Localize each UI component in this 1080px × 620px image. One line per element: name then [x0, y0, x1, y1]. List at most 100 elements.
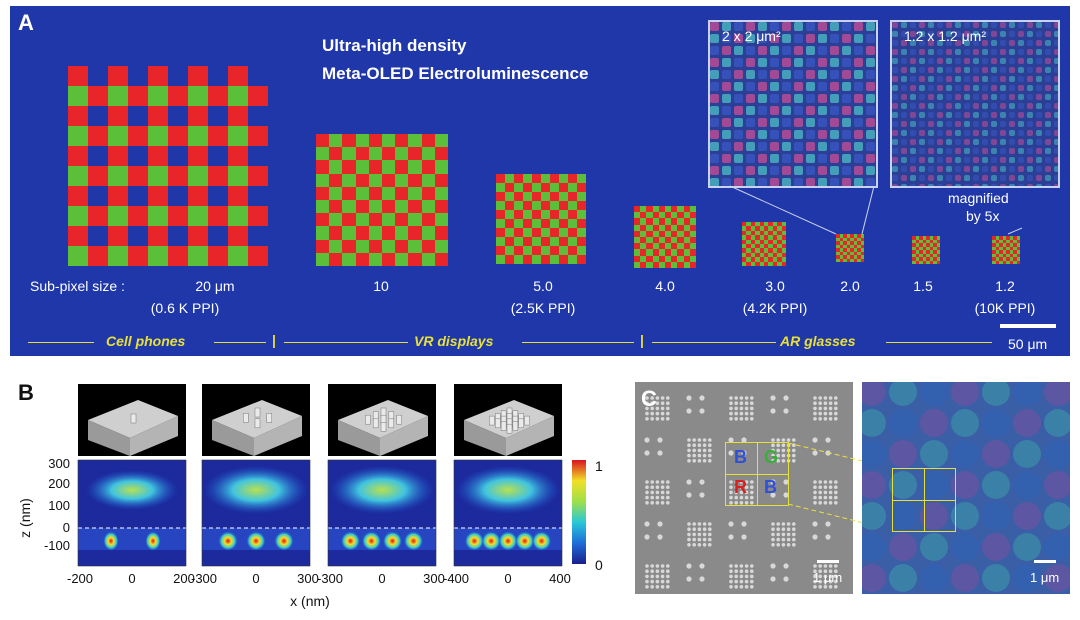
y-tick: 100 — [48, 498, 70, 513]
subpixel-letter-b: B — [764, 477, 777, 497]
ppi-label: (4.2K PPI) — [742, 300, 808, 316]
app-line — [28, 342, 94, 343]
inset-2um: 2 x 2 μm² — [708, 20, 878, 188]
sem-cell — [813, 564, 838, 589]
pixel-box-el — [892, 468, 956, 532]
app-cell-phones: Cell phones — [106, 333, 186, 349]
panel-a-title-line1: Ultra-high density — [322, 36, 467, 55]
y-tick: -100 — [44, 538, 70, 553]
checkerboard-0 — [68, 66, 268, 266]
panel-a-label: A — [18, 10, 34, 35]
sem-cell — [644, 521, 663, 540]
x-axis-label: x (nm) — [290, 593, 330, 609]
y-axis-label: z (nm) — [17, 498, 33, 538]
checkerboard-4 — [742, 222, 786, 266]
size-label: 10 — [373, 278, 389, 294]
sem-image — [644, 395, 838, 589]
inset-1-2um-label: 1.2 x 1.2 μm² — [904, 28, 986, 44]
structure-tile-3 — [454, 384, 562, 456]
app-line — [522, 342, 634, 343]
x-tick: 0 — [128, 571, 135, 586]
pixel-box: B G R B — [725, 442, 789, 506]
app-line — [652, 342, 776, 343]
field-map-2 — [327, 459, 437, 567]
checkerboard-7 — [992, 236, 1020, 264]
scale-bar-c-right — [1034, 560, 1056, 563]
app-ar-glasses: AR glasses — [780, 333, 856, 349]
size-label: 1.5 — [913, 278, 933, 294]
magnified-note-line1: magnified — [948, 190, 1009, 206]
app-line — [214, 342, 266, 343]
x-tick: 300 — [423, 571, 445, 586]
field-map-1 — [201, 459, 311, 567]
magnified-note-line2: by 5x — [966, 208, 1000, 224]
panel-b-label: B — [18, 380, 34, 405]
sem-cell — [729, 480, 754, 505]
x-tick: 400 — [549, 571, 571, 586]
subpixel-letter-r: R — [734, 477, 747, 497]
structure-tile-2 — [328, 384, 436, 456]
app-line — [284, 342, 408, 343]
scale-bar — [1000, 324, 1056, 328]
sem-cell — [728, 521, 747, 540]
inset-1-2um: 1.2 x 1.2 μm² — [890, 20, 1060, 188]
app-separator: | — [640, 332, 644, 348]
y-tick: 0 — [63, 520, 70, 535]
colorbar-max: 1 — [595, 458, 603, 474]
y-tick: 200 — [48, 476, 70, 491]
panel-c-label: C — [641, 386, 657, 411]
sem-cell — [686, 479, 705, 498]
scale-label-c-left: 1 μm — [813, 570, 843, 585]
checkerboard-1 — [316, 134, 448, 266]
x-tick: -300 — [191, 571, 217, 586]
app-vr-displays: VR displays — [414, 333, 494, 349]
panel-c-el-image: 1 μm — [862, 382, 1070, 594]
checkerboard-5 — [836, 234, 864, 262]
sem-cell — [770, 395, 789, 414]
checkerboard-3 — [634, 206, 696, 268]
sem-cell — [771, 522, 796, 547]
subpixel-letter-b: B — [734, 447, 747, 467]
x-tick: -300 — [317, 571, 343, 586]
sem-cell — [687, 438, 712, 463]
app-line — [886, 342, 992, 343]
subpixel-letter-g: G — [764, 447, 779, 467]
size-label: 2.0 — [840, 278, 860, 294]
ppi-label: (10K PPI) — [974, 300, 1036, 316]
x-tick: 200 — [173, 571, 195, 586]
size-label: 5.0 — [533, 278, 553, 294]
sem-cell — [729, 396, 754, 421]
sem-cell — [812, 437, 831, 456]
panel-c-sem: C B G R B 1 μm — [635, 382, 853, 594]
size-label: 1.2 — [995, 278, 1015, 294]
sem-cell — [729, 564, 754, 589]
panel-a: A Ultra-high density Meta-OLED Electrolu… — [10, 6, 1070, 356]
panel-a-title-line2: Meta-OLED Electroluminescence — [322, 64, 589, 83]
sem-cell — [645, 564, 670, 589]
inset-2um-label: 2 x 2 μm² — [722, 28, 781, 44]
x-tick: 0 — [252, 571, 259, 586]
x-tick: 0 — [504, 571, 511, 586]
colorbar-min: 0 — [595, 557, 603, 573]
checkerboard-2 — [496, 174, 586, 264]
size-label: 3.0 — [765, 278, 785, 294]
sem-cell — [728, 437, 747, 456]
sem-cell — [644, 437, 663, 456]
size-label: 20 μm — [195, 278, 235, 294]
sem-cell — [770, 563, 789, 582]
ppi-label: (2.5K PPI) — [510, 300, 576, 316]
sem-cell — [687, 522, 712, 547]
scale-bar-c-left — [817, 560, 839, 563]
sem-cell — [645, 480, 670, 505]
scale-bar-label: 50 μm — [1008, 336, 1048, 352]
sem-cell — [686, 563, 705, 582]
app-separator: | — [272, 332, 276, 348]
checkerboard-6 — [912, 236, 940, 264]
structure-tile-0 — [78, 384, 186, 456]
sem-cell — [812, 521, 831, 540]
structure-tile-1 — [202, 384, 310, 456]
el-image — [862, 382, 1070, 592]
y-tick: 300 — [48, 456, 70, 471]
x-tick: 300 — [297, 571, 319, 586]
